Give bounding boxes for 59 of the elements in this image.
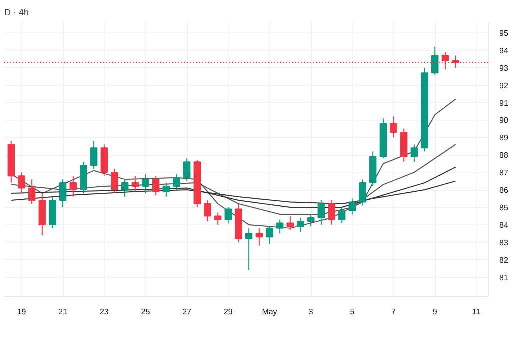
y-tick-label: 82 [500, 256, 509, 265]
candlestick [70, 176, 77, 198]
x-tick-label: 3 [308, 308, 314, 316]
x-tick-label: 5 [350, 308, 356, 316]
y-tick-label: 90 [500, 116, 509, 126]
x-tick-label: 19 [17, 308, 27, 316]
candlestick [256, 228, 264, 246]
y-tick-label: 91 [500, 98, 509, 108]
x-tick-label: 25 [141, 308, 151, 316]
x-tick-label: 27 [182, 308, 192, 316]
y-tick-label: 87 [500, 168, 509, 178]
candlestick [410, 144, 418, 163]
x-tick-label: 29 [224, 308, 234, 316]
y-tick-label: 81 [500, 273, 509, 282]
x-tick-label: 9 [432, 308, 438, 316]
candlestick [224, 206, 232, 224]
y-tick-label: 95 [500, 28, 509, 38]
candlestick [132, 176, 140, 192]
y-tick-label: 93 [500, 64, 509, 73]
candlestick [214, 212, 222, 226]
candlestick [348, 198, 356, 215]
candlestick [162, 182, 170, 198]
candlestick [142, 174, 150, 194]
candlestick [18, 172, 26, 194]
candlestick [183, 158, 191, 182]
y-tick-label: 86 [500, 186, 509, 196]
x-tick-label: 11 [472, 308, 482, 316]
candlestick [173, 174, 180, 191]
x-tick-label: 23 [100, 308, 110, 316]
candlestick [266, 226, 274, 245]
candlestick [432, 46, 439, 76]
candlestick [152, 176, 160, 196]
x-tick-label: 21 [58, 308, 68, 316]
candlestick [276, 219, 284, 234]
candlestick [338, 206, 346, 224]
candlestick [204, 200, 212, 222]
candlestick [59, 179, 67, 208]
y-tick-label: 88 [500, 151, 509, 160]
y-tick-label: 92 [500, 81, 509, 90]
candlestick [390, 116, 398, 138]
candlestick [90, 140, 98, 170]
candlestick [121, 179, 129, 198]
candlestick [111, 168, 118, 194]
candlestick [318, 200, 326, 226]
candlestick [359, 179, 366, 206]
y-tick-label: 94 [500, 46, 509, 56]
chart-title: D · 4h [4, 8, 30, 18]
candlestick [286, 216, 294, 231]
y-tick-label: 83 [500, 238, 509, 248]
y-tick-label: 84 [500, 220, 509, 230]
candlestick [297, 217, 304, 232]
candlestick [245, 228, 253, 271]
y-tick-label: 89 [500, 134, 509, 143]
candlestick [28, 179, 36, 205]
x-tick-label: May [262, 308, 278, 316]
y-tick-label: 85 [500, 203, 509, 212]
x-tick-label: 7 [392, 308, 397, 316]
candlestick [328, 200, 336, 226]
candlestick [307, 214, 315, 228]
